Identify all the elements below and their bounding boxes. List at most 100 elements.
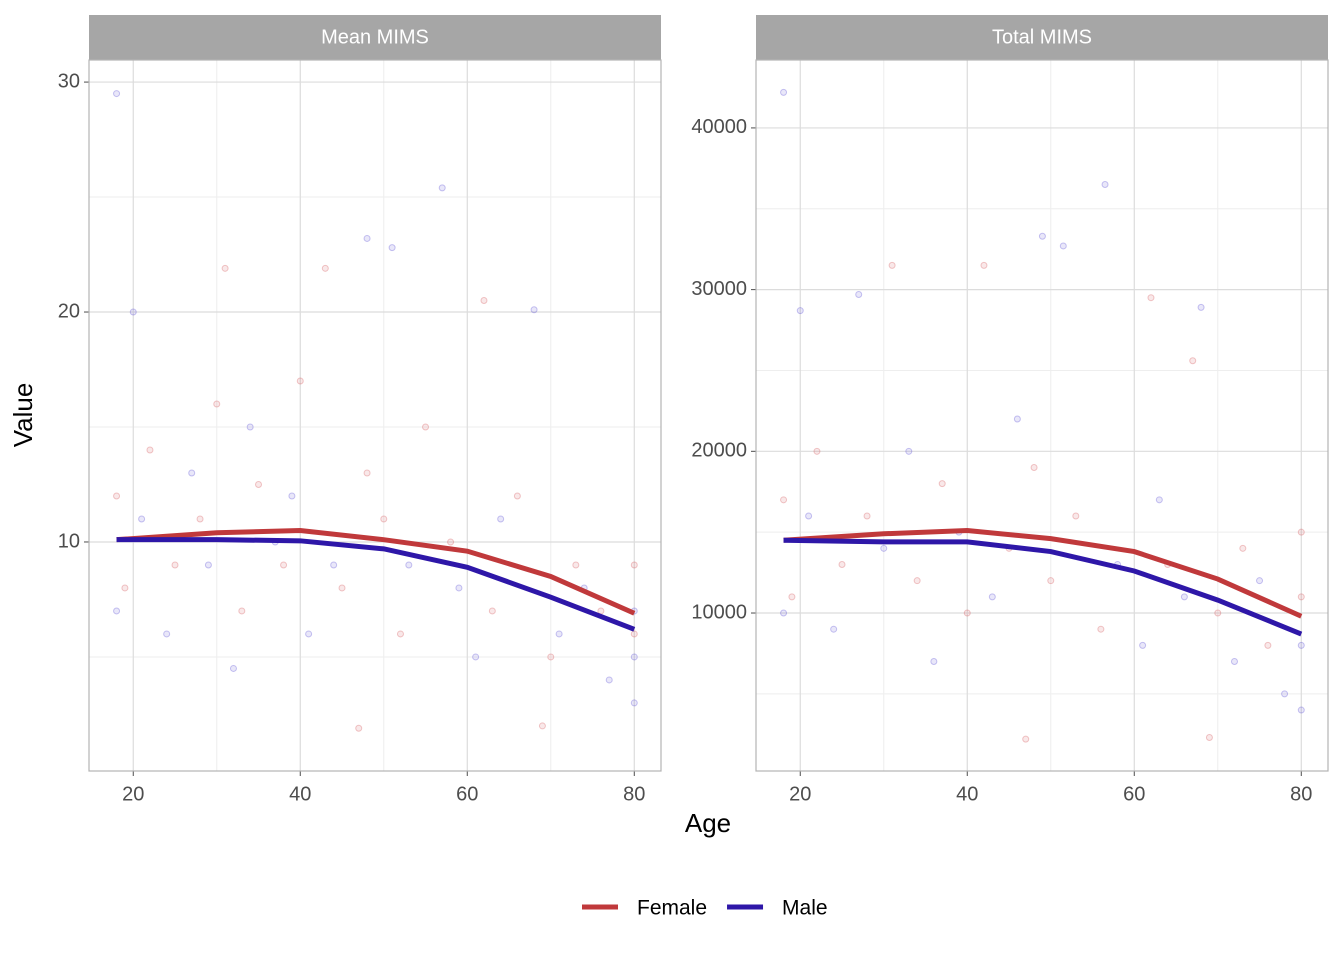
point <box>363 469 371 477</box>
point <box>288 492 296 500</box>
point <box>1189 357 1197 365</box>
point <box>913 577 921 585</box>
x-tick-label: 20 <box>789 783 811 805</box>
point <box>221 264 229 272</box>
panel-border <box>755 59 1329 772</box>
point <box>330 561 338 569</box>
point <box>963 609 971 617</box>
point <box>1013 415 1021 423</box>
point <box>630 630 638 638</box>
strip <box>756 15 1328 60</box>
point <box>338 584 346 592</box>
point <box>488 607 496 615</box>
point <box>305 630 313 638</box>
point <box>1214 609 1222 617</box>
y-tick-label: 10 <box>58 530 80 552</box>
y-tick-label: 20 <box>58 300 80 322</box>
point <box>204 561 212 569</box>
point <box>396 630 404 638</box>
point <box>438 184 446 192</box>
y-tick-label: 30 <box>58 70 80 92</box>
point <box>863 512 871 520</box>
point <box>905 447 913 455</box>
point <box>1297 641 1305 649</box>
point <box>480 297 488 305</box>
point <box>405 561 413 569</box>
legend-label: Male <box>782 897 828 920</box>
point <box>630 561 638 569</box>
point <box>497 515 505 523</box>
point <box>1281 690 1289 698</box>
point <box>388 244 396 252</box>
point <box>780 88 788 96</box>
point <box>1197 303 1205 311</box>
point <box>1147 294 1155 302</box>
x-tick-label: 20 <box>122 783 144 805</box>
point <box>1180 593 1188 601</box>
point <box>630 699 638 707</box>
y-tick-label: 30000 <box>691 278 747 300</box>
point <box>547 653 555 661</box>
point <box>605 676 613 684</box>
strip <box>89 15 661 60</box>
point <box>113 492 121 500</box>
point <box>355 724 363 732</box>
x-tick-label: 80 <box>623 783 645 805</box>
x-axis-label: Age <box>685 808 731 838</box>
point <box>246 423 254 431</box>
point <box>321 264 329 272</box>
point <box>888 261 896 269</box>
point <box>121 584 129 592</box>
point <box>1059 242 1067 250</box>
point <box>1297 706 1305 714</box>
point <box>530 306 538 314</box>
point <box>1239 544 1247 552</box>
point <box>1297 528 1305 536</box>
legend-label: Female <box>637 897 707 920</box>
point <box>213 400 221 408</box>
point <box>229 664 237 672</box>
point <box>980 261 988 269</box>
point <box>513 492 521 500</box>
point <box>830 625 838 633</box>
point <box>555 630 563 638</box>
point <box>813 447 821 455</box>
point <box>1101 181 1109 189</box>
point <box>1205 734 1213 742</box>
point <box>1072 512 1080 520</box>
point <box>930 658 938 666</box>
point <box>1264 641 1272 649</box>
point <box>1022 735 1030 743</box>
point <box>238 607 246 615</box>
point <box>1030 463 1038 471</box>
y-axis-label: Value <box>8 383 38 448</box>
panel-title: Total MIMS <box>992 26 1092 48</box>
smooth-line <box>116 527 636 616</box>
point <box>422 423 430 431</box>
panel-border <box>88 59 662 772</box>
x-tick-label: 40 <box>956 783 978 805</box>
point <box>280 561 288 569</box>
smooth-line <box>116 537 636 632</box>
panel-title: Mean MIMS <box>321 26 429 48</box>
y-tick-label: 20000 <box>691 440 747 462</box>
point <box>855 290 863 298</box>
smooth-line <box>783 537 1303 637</box>
point <box>630 653 638 661</box>
point <box>1230 658 1238 666</box>
point <box>805 512 813 520</box>
point <box>780 609 788 617</box>
point <box>572 561 580 569</box>
x-tick-label: 80 <box>1290 783 1312 805</box>
point <box>472 653 480 661</box>
point <box>380 515 388 523</box>
x-tick-label: 40 <box>289 783 311 805</box>
point <box>988 593 996 601</box>
point <box>255 480 263 488</box>
y-tick-label: 10000 <box>691 601 747 623</box>
point <box>296 377 304 385</box>
point <box>113 90 121 98</box>
point <box>1097 625 1105 633</box>
